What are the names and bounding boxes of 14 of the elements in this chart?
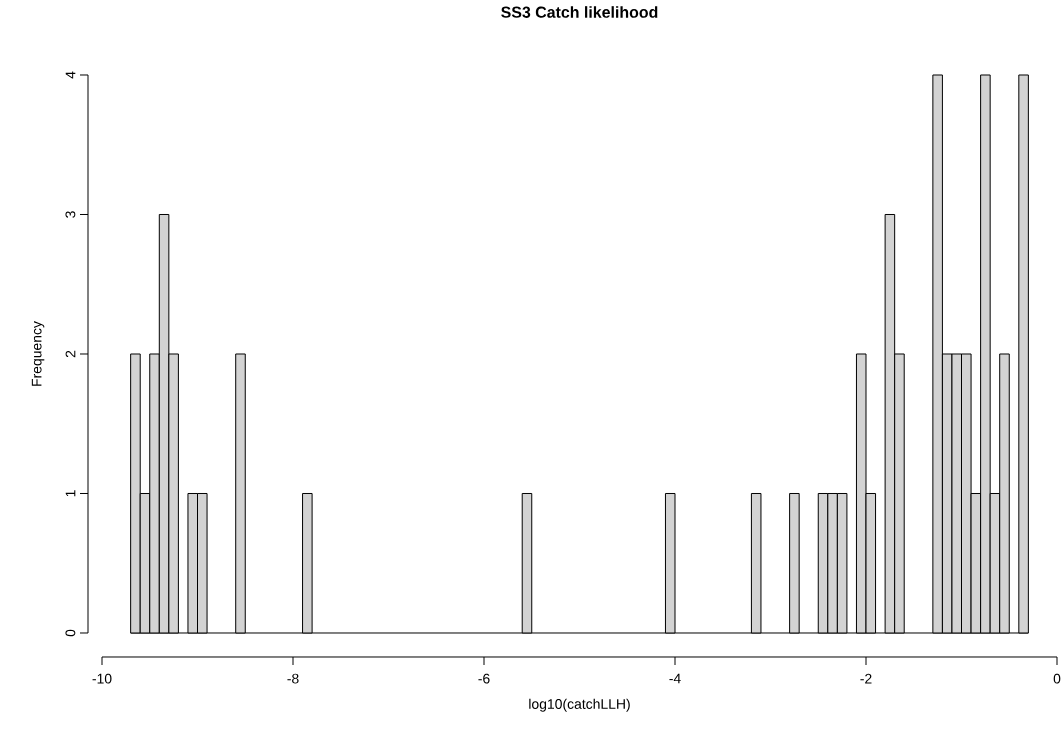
y-tick-label: 3 — [65, 211, 76, 218]
y-tick-label: 4 — [65, 71, 76, 79]
x-tick-label: -2 — [860, 673, 872, 684]
y-tick-label: 0 — [65, 629, 76, 637]
chart-title: SS3 Catch likelihood — [501, 6, 658, 18]
x-tick-label: -8 — [287, 673, 299, 684]
y-tick-label: 2 — [65, 350, 76, 358]
y-axis-title: Frequency — [31, 321, 45, 386]
x-tick-label: -10 — [92, 673, 112, 684]
x-tick-label: -4 — [669, 673, 681, 684]
x-tick-label: 0 — [1053, 673, 1061, 684]
x-tick-label: -6 — [478, 673, 490, 684]
x-axis-title: log10(catchLLH) — [529, 698, 630, 712]
y-tick-label: 1 — [65, 490, 76, 497]
